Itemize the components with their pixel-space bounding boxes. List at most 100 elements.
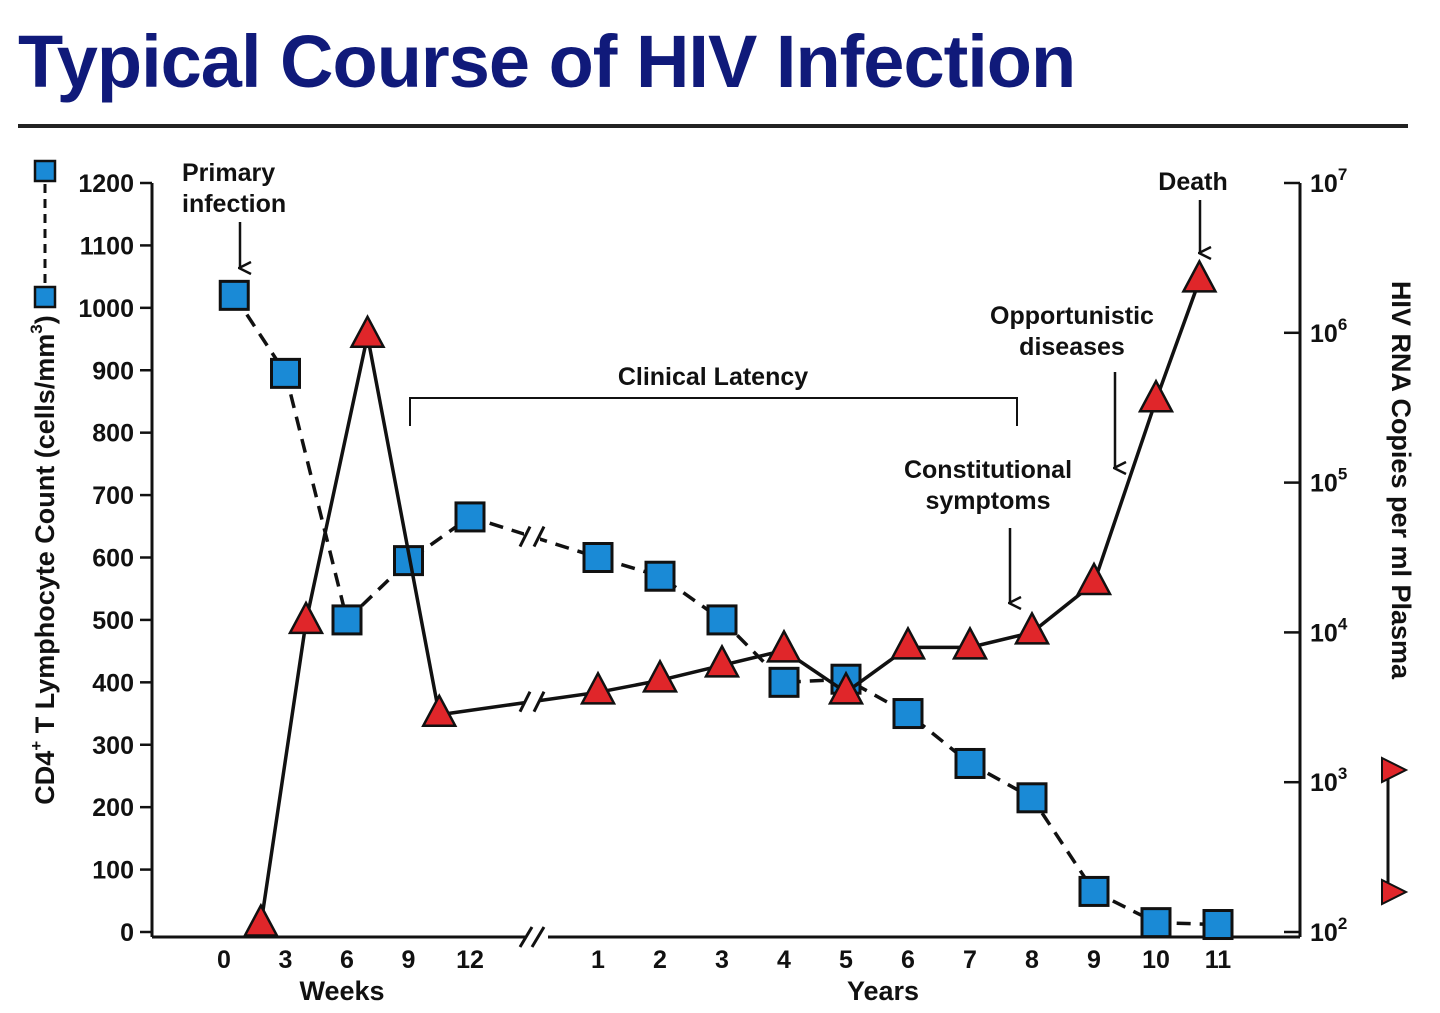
left-tick-label: 0 bbox=[120, 919, 134, 947]
rna-data-point bbox=[421, 693, 458, 728]
cd4-data-point bbox=[1202, 909, 1234, 941]
cd4-data-point bbox=[768, 666, 800, 698]
cd4-data-point bbox=[331, 604, 363, 636]
rna-data-point bbox=[641, 658, 679, 693]
x-tick-label-years: 4 bbox=[777, 946, 791, 974]
series-break-mark bbox=[518, 525, 532, 548]
right-tick-label: 103 bbox=[1310, 764, 1347, 797]
x-tick-label-weeks: 6 bbox=[340, 946, 354, 974]
x-ticks: 0 3 6 9 12 1 2 3 4 5 6 7 8 9 10 11 bbox=[217, 946, 1231, 974]
right-tick-label: 102 bbox=[1310, 914, 1347, 947]
left-tick-label: 700 bbox=[92, 482, 134, 510]
rna-data-point bbox=[287, 600, 325, 635]
y-label-left: CD4+ T Lymphocyte Count (cells/mm3) bbox=[27, 315, 60, 804]
rna-data-point bbox=[703, 643, 741, 678]
x-label-years: Years bbox=[847, 976, 919, 1006]
cd4-data-point bbox=[582, 542, 614, 573]
series-break-mark bbox=[532, 525, 546, 548]
x-tick-label-weeks: 12 bbox=[456, 946, 484, 974]
x-tick-label-years: 2 bbox=[653, 946, 667, 974]
x-tick-label-years: 8 bbox=[1025, 946, 1039, 974]
cd4-data-point bbox=[1078, 875, 1110, 907]
svg-text:infection: infection bbox=[182, 190, 286, 218]
cd4-data-point bbox=[270, 357, 301, 389]
left-tick-label: 900 bbox=[92, 357, 134, 385]
cd4-data-point bbox=[218, 279, 250, 311]
annotation-primary-infection: Primary infection bbox=[182, 159, 286, 268]
annotation-opportunistic-diseases: Opportunistic diseases bbox=[990, 302, 1154, 468]
right-tick-label: 104 bbox=[1310, 614, 1348, 647]
series-break-mark bbox=[532, 690, 546, 713]
x-tick-label-weeks: 9 bbox=[402, 946, 416, 974]
title-divider bbox=[18, 124, 1408, 128]
series-hiv-rna bbox=[242, 258, 1218, 937]
left-tick-label: 1000 bbox=[78, 295, 134, 323]
svg-text:Opportunistic: Opportunistic bbox=[990, 302, 1154, 330]
chart-title: Typical Course of HIV Infection bbox=[18, 20, 1076, 103]
cd4-data-point bbox=[954, 747, 986, 779]
clinical-latency-bracket: Clinical Latency bbox=[409, 363, 1018, 426]
left-tick-label: 300 bbox=[92, 732, 134, 760]
series-cd4 bbox=[218, 279, 1234, 941]
left-tick-label: 500 bbox=[92, 607, 134, 635]
x-tick-label-years: 10 bbox=[1142, 946, 1170, 974]
rna-data-point bbox=[349, 314, 386, 349]
legend-rna-triangle-bottom bbox=[1381, 878, 1409, 906]
left-y-ticks: 0 100 200 300 400 500 600 700 800 900 1000 1100 1200 bbox=[78, 170, 152, 947]
rna-data-point bbox=[765, 628, 803, 663]
x-tick-label-years: 6 bbox=[901, 946, 915, 974]
right-tick-label: 107 bbox=[1310, 165, 1347, 198]
right-y-ticks: 102 103 104 105 106 107 bbox=[1284, 165, 1348, 947]
cd4-data-point bbox=[454, 501, 486, 533]
cd4-data-point bbox=[706, 604, 738, 636]
x-label-weeks: Weeks bbox=[299, 976, 384, 1006]
rna-data-point bbox=[1013, 610, 1051, 645]
rna-data-point bbox=[1181, 258, 1218, 293]
rna-data-point bbox=[951, 625, 989, 660]
svg-text:Primary: Primary bbox=[182, 159, 275, 187]
legend-cd4-square-top bbox=[33, 159, 57, 183]
x-tick-label-years: 3 bbox=[715, 946, 729, 974]
series-break-mark bbox=[518, 690, 532, 713]
left-tick-label: 100 bbox=[92, 857, 134, 885]
clinical-latency-label: Clinical Latency bbox=[618, 363, 808, 391]
legend-rna bbox=[1381, 756, 1409, 906]
cd4-data-point bbox=[892, 698, 924, 730]
legend-cd4 bbox=[33, 159, 57, 309]
annotation-death: Death bbox=[1158, 168, 1228, 253]
svg-text:Death: Death bbox=[1158, 168, 1227, 196]
right-tick-label: 105 bbox=[1310, 465, 1347, 498]
right-tick-label: 106 bbox=[1310, 315, 1347, 348]
legend-rna-triangle-top bbox=[1381, 756, 1409, 784]
x-tick-label-years: 5 bbox=[839, 946, 853, 974]
y-label-right: HIV RNA Copies per ml Plasma bbox=[1386, 281, 1416, 680]
rna-data-point bbox=[1137, 378, 1175, 413]
rna-data-point bbox=[827, 670, 865, 705]
left-tick-label: 600 bbox=[92, 545, 134, 573]
x-tick-label-years: 9 bbox=[1087, 946, 1101, 974]
rna-data-point bbox=[889, 625, 927, 660]
legend-cd4-square-bottom bbox=[33, 285, 57, 309]
left-tick-label: 1100 bbox=[80, 232, 134, 260]
annotation-constitutional-symptoms: Constitutional symptoms bbox=[904, 456, 1072, 603]
svg-text:symptoms: symptoms bbox=[925, 487, 1050, 515]
x-tick-label-years: 7 bbox=[963, 946, 977, 974]
cd4-data-point bbox=[644, 560, 676, 592]
series-layer bbox=[218, 258, 1234, 941]
rna-data-point bbox=[242, 902, 279, 937]
x-tick-label-years: 11 bbox=[1205, 946, 1232, 974]
rna-data-point bbox=[579, 670, 617, 705]
rna-data-point bbox=[1075, 561, 1113, 596]
left-tick-label: 200 bbox=[92, 794, 134, 822]
svg-text:Constitutional: Constitutional bbox=[904, 456, 1072, 484]
left-tick-label: 400 bbox=[92, 669, 134, 697]
left-tick-label: 1200 bbox=[78, 170, 134, 198]
cd4-data-point bbox=[1140, 907, 1172, 939]
left-tick-label: 800 bbox=[92, 420, 134, 448]
axes bbox=[150, 183, 1302, 948]
x-tick-label-weeks: 3 bbox=[279, 946, 293, 974]
x-tick-label-weeks: 0 bbox=[217, 946, 231, 974]
cd4-data-point bbox=[1016, 782, 1048, 814]
svg-text:diseases: diseases bbox=[1019, 333, 1125, 361]
